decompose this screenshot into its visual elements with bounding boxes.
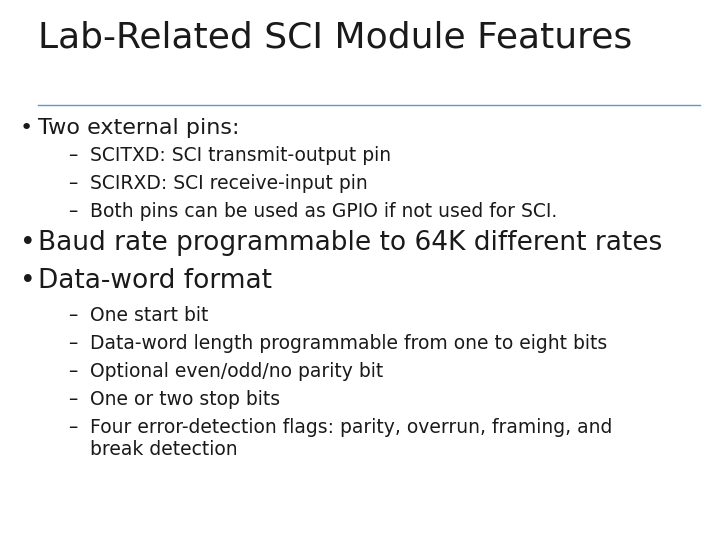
- Text: Four error-detection flags: parity, overrun, framing, and
break detection: Four error-detection flags: parity, over…: [90, 418, 613, 459]
- Text: One start bit: One start bit: [90, 306, 208, 325]
- Text: –: –: [68, 146, 77, 165]
- Text: Optional even/odd/no parity bit: Optional even/odd/no parity bit: [90, 362, 383, 381]
- Text: One or two stop bits: One or two stop bits: [90, 390, 280, 409]
- Text: •: •: [20, 268, 35, 294]
- Text: –: –: [68, 334, 77, 353]
- Text: –: –: [68, 418, 77, 437]
- Text: –: –: [68, 174, 77, 193]
- Text: Lab-Related SCI Module Features: Lab-Related SCI Module Features: [38, 20, 632, 54]
- Text: –: –: [68, 390, 77, 409]
- Text: Two external pins:: Two external pins:: [38, 118, 240, 138]
- Text: Data-word length programmable from one to eight bits: Data-word length programmable from one t…: [90, 334, 607, 353]
- Text: SCITXD: SCI transmit-output pin: SCITXD: SCI transmit-output pin: [90, 146, 391, 165]
- Text: –: –: [68, 202, 77, 221]
- Text: Both pins can be used as GPIO if not used for SCI.: Both pins can be used as GPIO if not use…: [90, 202, 557, 221]
- Text: SCIRXD: SCI receive-input pin: SCIRXD: SCI receive-input pin: [90, 174, 368, 193]
- Text: •: •: [20, 230, 35, 256]
- Text: –: –: [68, 362, 77, 381]
- Text: –: –: [68, 306, 77, 325]
- Text: •: •: [20, 118, 33, 138]
- Text: Data-word format: Data-word format: [38, 268, 272, 294]
- Text: Baud rate programmable to 64K different rates: Baud rate programmable to 64K different …: [38, 230, 662, 256]
